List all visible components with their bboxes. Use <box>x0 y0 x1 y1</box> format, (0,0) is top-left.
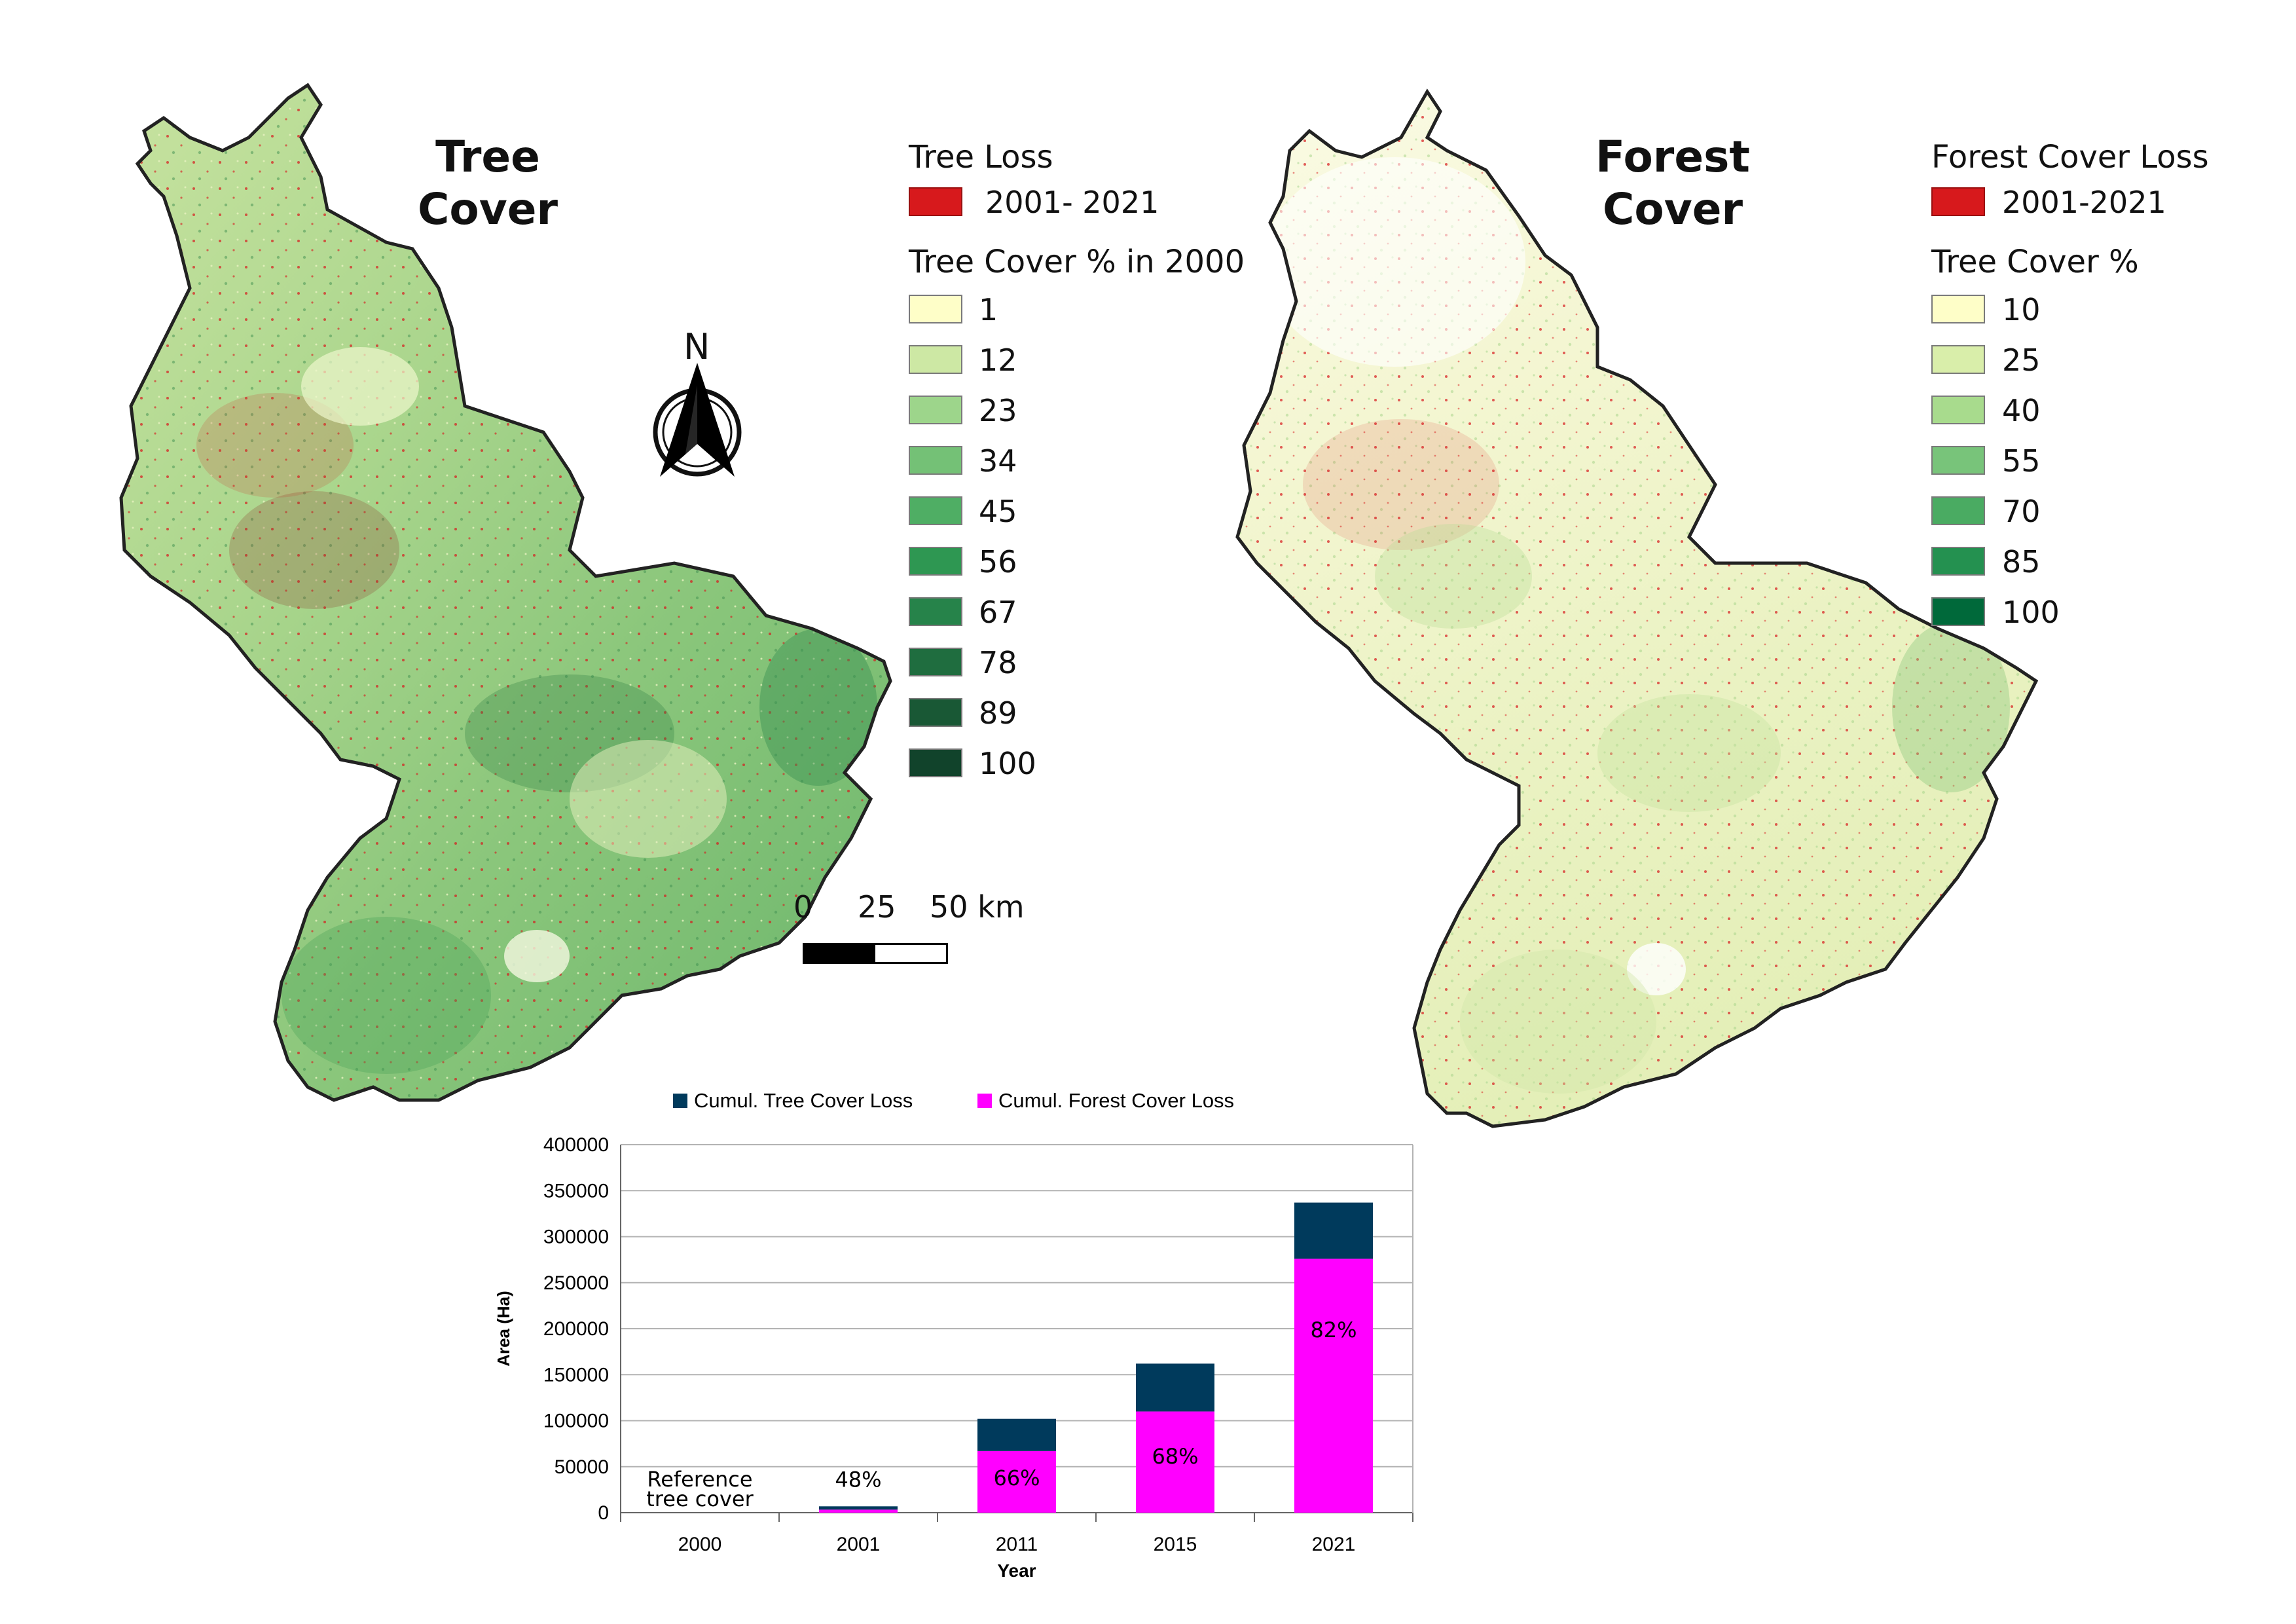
y-tick-label: 300000 <box>543 1227 609 1248</box>
bar-tree-loss-2011 <box>977 1418 1056 1451</box>
left-cover-swatch-89 <box>909 698 962 727</box>
x-tick-label: 2021 <box>1312 1534 1356 1555</box>
left-cover-label-45: 45 <box>979 494 1017 529</box>
left-map <box>111 79 903 1113</box>
legend-swatch-forest <box>977 1094 992 1108</box>
right-cover-label-40: 40 <box>2002 393 2041 428</box>
bar-percent-label-2011: 66% <box>993 1466 1040 1490</box>
scale-label-50: 50 km <box>930 889 1025 925</box>
y-tick-label: 200000 <box>543 1318 609 1340</box>
left-cover-swatch-34 <box>909 446 962 475</box>
right-loss-label: 2001-2021 <box>2002 185 2166 220</box>
right-loss-legend-title: Forest Cover Loss <box>1931 139 2209 175</box>
left-cover-swatch-67 <box>909 597 962 626</box>
left-cover-label-78: 78 <box>979 645 1017 680</box>
right-cover-swatch-40 <box>1931 396 1985 424</box>
left-cover-swatch-1 <box>909 295 962 323</box>
left-cover-label-23: 23 <box>979 393 1017 428</box>
bar-percent-label-2021: 82% <box>1310 1318 1357 1342</box>
right-cover-label-70: 70 <box>2002 494 2041 529</box>
left-cover-swatch-45 <box>909 496 962 525</box>
right-cover-swatch-25 <box>1931 345 1985 374</box>
left-loss-label: 2001- 2021 <box>985 185 1159 220</box>
bar-tree-loss-2001 <box>819 1506 898 1510</box>
x-axis-label: Year <box>997 1560 1036 1581</box>
right-cover-swatch-10 <box>1931 295 1985 323</box>
right-cover-label-85: 85 <box>2002 544 2041 580</box>
right-cover-swatch-85 <box>1931 547 1985 576</box>
reference-annotation-line1: Reference <box>647 1467 752 1492</box>
bar-tree-loss-2021 <box>1294 1202 1373 1259</box>
left-loss-swatch <box>909 187 962 216</box>
legend-label-tree: Cumul. Tree Cover Loss <box>694 1089 913 1112</box>
y-tick-label: 100000 <box>543 1411 609 1432</box>
left-loss-legend-title: Tree Loss <box>909 139 1053 175</box>
y-axis-label: Area (Ha) <box>494 1291 513 1367</box>
left-cover-label-67: 67 <box>979 595 1017 630</box>
left-cover-label-56: 56 <box>979 544 1017 580</box>
left-cover-swatch-56 <box>909 547 962 576</box>
right-cover-swatch-100 <box>1931 597 1985 626</box>
north-arrow-icon <box>653 363 742 477</box>
legend-label-forest: Cumul. Forest Cover Loss <box>998 1089 1234 1112</box>
x-tick-label: 2001 <box>837 1534 881 1555</box>
bar-forest-loss-2001 <box>819 1509 898 1513</box>
left-cover-label-100: 100 <box>979 746 1036 781</box>
left-map-title-line1: Tree <box>435 132 540 182</box>
left-cover-swatch-100 <box>909 748 962 777</box>
left-cover-legend-title: Tree Cover % in 2000 <box>909 244 1245 280</box>
left-cover-swatch-23 <box>909 396 962 424</box>
right-map-title: Forest Cover <box>1555 131 1791 236</box>
left-map-title-line2: Cover <box>417 184 558 234</box>
left-cover-label-34: 34 <box>979 443 1017 479</box>
x-tick-label: 2000 <box>678 1534 722 1555</box>
left-cover-label-12: 12 <box>979 342 1017 378</box>
right-loss-swatch <box>1931 187 1985 216</box>
right-cover-label-55: 55 <box>2002 443 2041 479</box>
north-label: N <box>683 326 710 367</box>
scale-label-0: 0 <box>793 889 813 925</box>
right-map <box>1231 65 2049 1139</box>
right-map-title-line1: Forest <box>1595 132 1750 182</box>
y-tick-label: 250000 <box>543 1272 609 1294</box>
x-tick-label: 2011 <box>996 1534 1038 1555</box>
right-cover-label-100: 100 <box>2002 595 2060 630</box>
right-cover-swatch-55 <box>1931 446 1985 475</box>
bar-forest-loss-2021 <box>1294 1259 1373 1513</box>
bar-tree-loss-2015 <box>1136 1363 1214 1412</box>
y-tick-label: 0 <box>598 1502 609 1524</box>
left-cover-label-89: 89 <box>979 695 1017 731</box>
right-cover-legend-title: Tree Cover % <box>1931 244 2139 280</box>
left-map-title: Tree Cover <box>370 131 606 236</box>
reference-annotation-line2: tree cover <box>646 1486 754 1511</box>
right-cover-label-25: 25 <box>2002 342 2041 378</box>
y-tick-label: 50000 <box>555 1456 609 1478</box>
left-cover-swatch-12 <box>909 345 962 374</box>
bar-percent-label-2001: 48% <box>835 1467 881 1492</box>
scale-bar-graphic <box>803 943 948 964</box>
right-cover-swatch-70 <box>1931 496 1985 525</box>
bar-forest-loss-2011 <box>977 1450 1056 1513</box>
legend-swatch-tree <box>673 1094 687 1108</box>
scale-label-25: 25 <box>858 889 896 925</box>
y-tick-label: 400000 <box>543 1134 609 1156</box>
right-map-title-line2: Cover <box>1602 184 1743 234</box>
bar-percent-label-2015: 68% <box>1152 1444 1198 1469</box>
y-tick-label: 350000 <box>543 1180 609 1202</box>
x-tick-label: 2015 <box>1154 1534 1197 1555</box>
right-cover-label-10: 10 <box>2002 292 2041 327</box>
y-tick-label: 150000 <box>543 1364 609 1386</box>
left-cover-label-1: 1 <box>979 292 998 327</box>
left-cover-swatch-78 <box>909 648 962 676</box>
bar-forest-loss-2015 <box>1136 1411 1214 1513</box>
